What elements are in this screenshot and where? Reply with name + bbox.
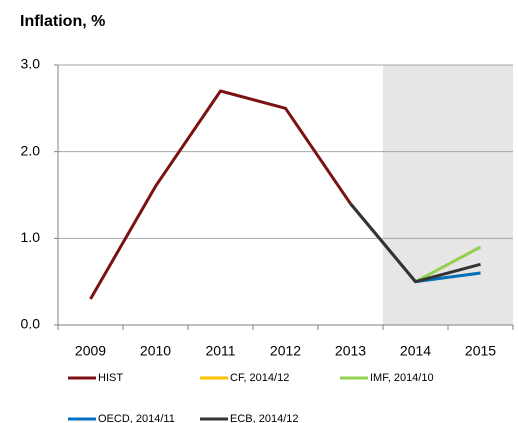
x-tick-label: 2009 [75, 343, 106, 359]
chart-title: Inflation, % [20, 13, 105, 30]
y-tick-label: 3.0 [21, 56, 41, 72]
forecast-shade [383, 65, 513, 325]
series-line [349, 202, 481, 284]
x-tick-label: 2014 [400, 343, 431, 359]
x-tick-label: 2015 [465, 343, 496, 359]
x-tick-label: 2010 [140, 343, 171, 359]
y-tick-label: 1.0 [21, 229, 41, 245]
x-tick-label: 2011 [205, 343, 235, 359]
y-tick-label: 2.0 [21, 142, 41, 158]
legend-label: HIST [98, 372, 123, 384]
x-tick-label: 2012 [270, 343, 301, 359]
x-tick-label: 2013 [335, 343, 366, 359]
y-tick-label: 0.0 [21, 316, 41, 332]
legend-label: ECB, 2014/12 [230, 413, 299, 423]
legend-label: CF, 2014/12 [230, 372, 289, 384]
legend-label: IMF, 2014/10 [370, 372, 434, 384]
legend-label: OECD, 2014/11 [98, 413, 175, 423]
series-line [89, 89, 352, 300]
